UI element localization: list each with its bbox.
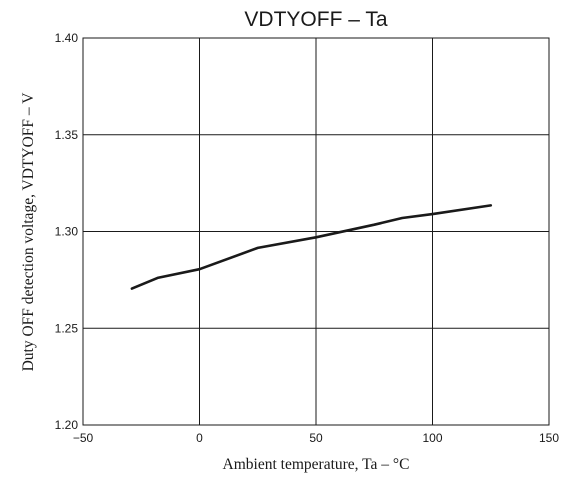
y-axis-label: Duty OFF detection voltage, VDTYOFF – V (20, 92, 37, 372)
x-tick-label: −50 (73, 431, 94, 445)
y-tick-labels: 1.20 1.25 1.30 1.35 1.40 (55, 31, 79, 432)
x-tick-label: 150 (539, 431, 559, 445)
y-tick-label: 1.40 (55, 31, 79, 45)
x-tick-labels: −50 0 50 100 150 (73, 431, 560, 445)
y-tick-label: 1.20 (55, 418, 79, 432)
y-tick-label: 1.35 (55, 128, 79, 142)
y-tick-label: 1.25 (55, 321, 79, 335)
series-line-vdtyoff (130, 204, 493, 290)
plot-frame (82, 37, 550, 426)
x-axis-label: Ambient temperature, Ta – °C (223, 456, 410, 473)
chart-title: VDTYOFF – Ta (244, 8, 387, 31)
x-tick-label: 0 (196, 431, 203, 445)
grid-lines (83, 38, 549, 425)
x-tick-label: 50 (309, 431, 323, 445)
x-tick-label: 100 (422, 431, 442, 445)
y-tick-label: 1.30 (55, 225, 79, 239)
